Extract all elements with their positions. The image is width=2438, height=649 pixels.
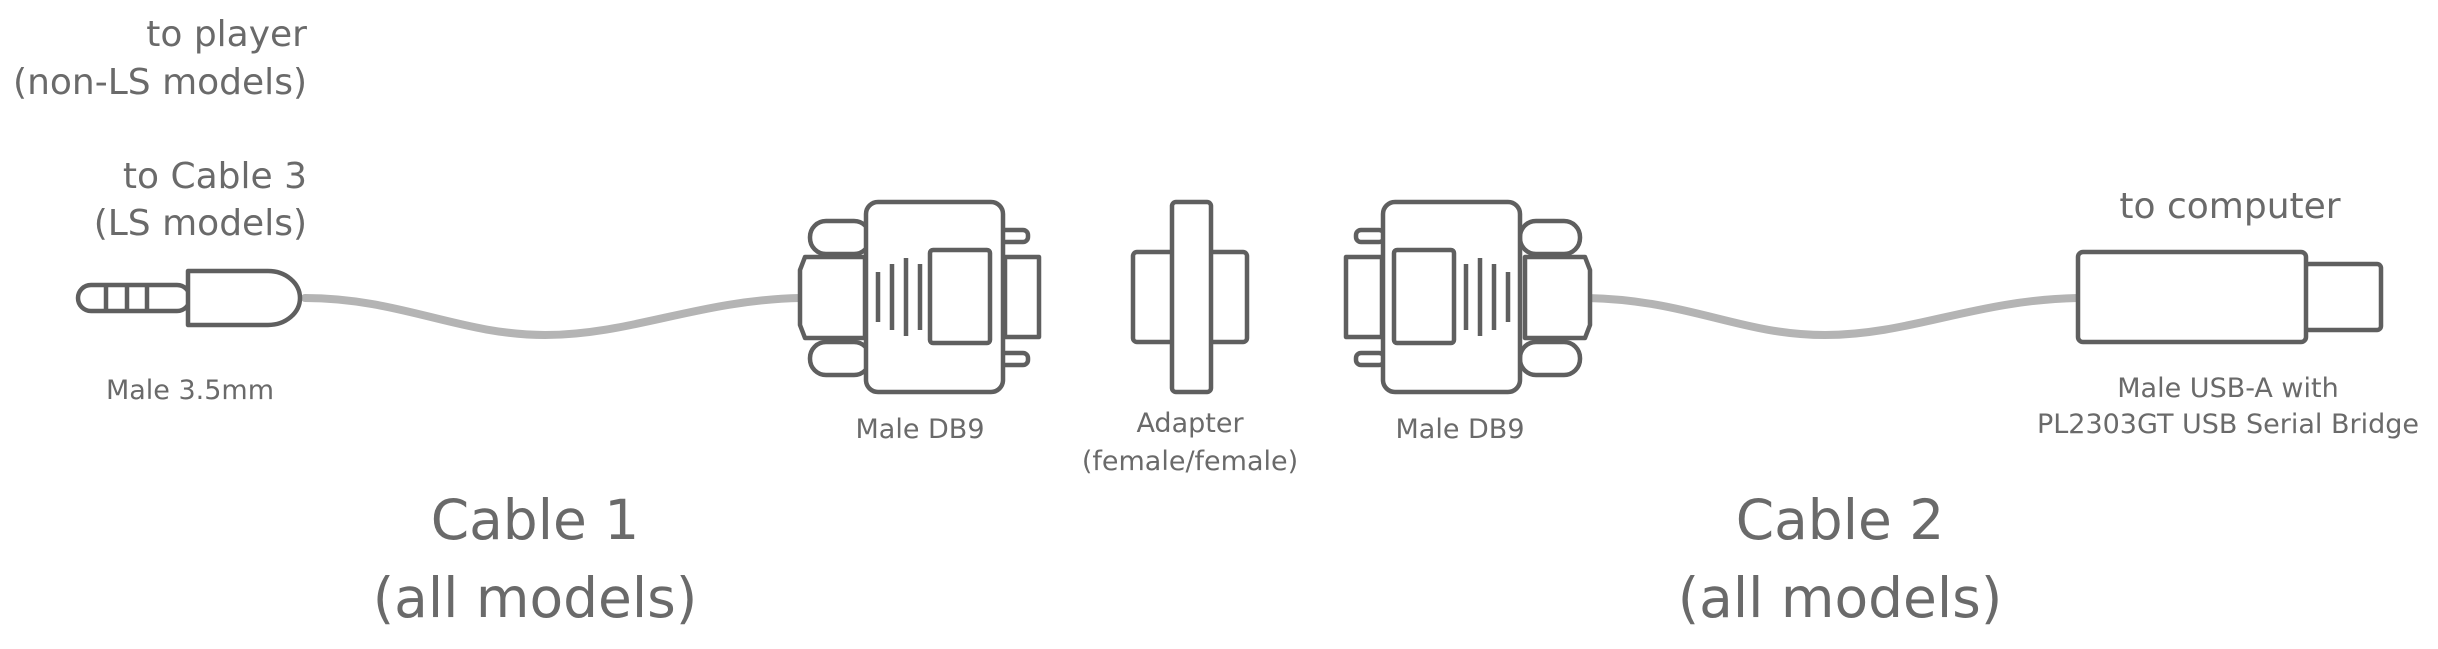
- cable-2-subtitle: (all models): [1677, 566, 2003, 630]
- audio-jack-35mm-icon: [75, 268, 303, 328]
- male-35mm-label: Male 3.5mm: [105, 375, 275, 406]
- cable-1-wire: [301, 294, 804, 340]
- ls-models-label: (LS models): [93, 203, 307, 244]
- cable-2-title: Cable 2: [1735, 488, 1945, 552]
- non-ls-models-label: (non-LS models): [13, 62, 307, 103]
- cable-1-title: Cable 1: [430, 488, 640, 552]
- usb-description-line2: PL2303GT USB Serial Bridge: [2036, 409, 2420, 440]
- adapter-type-label: (female/female): [1081, 446, 1299, 477]
- db9-male-connector-left-icon: [797, 199, 1042, 395]
- usb-description-line1: Male USB-A with: [2117, 373, 2339, 404]
- adapter-label: Adapter: [1136, 408, 1244, 439]
- cable-1-subtitle: (all models): [372, 566, 698, 630]
- to-computer-label: to computer: [2119, 186, 2341, 227]
- usb-a-plug-icon: [2075, 249, 2384, 345]
- db9-male-connector-right-icon: [1343, 199, 1593, 395]
- db9-adapter-icon: [1130, 199, 1250, 395]
- cable-2-wire: [1583, 294, 2082, 340]
- to-player-label: to player: [146, 14, 307, 55]
- male-db9-left-label: Male DB9: [855, 414, 985, 445]
- male-db9-right-label: Male DB9: [1395, 414, 1525, 445]
- to-cable-3-label: to Cable 3: [122, 156, 307, 197]
